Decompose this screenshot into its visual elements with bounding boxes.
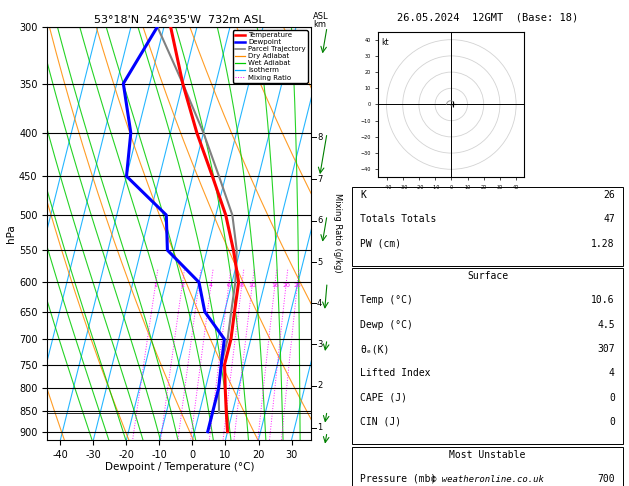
Text: 700: 700 [597, 474, 615, 484]
Text: 25: 25 [293, 283, 301, 288]
Text: 4: 4 [209, 283, 213, 288]
Text: 7: 7 [317, 175, 323, 184]
Text: 4: 4 [609, 368, 615, 379]
Text: 3: 3 [197, 283, 201, 288]
Text: 8: 8 [317, 133, 323, 142]
Text: 0: 0 [609, 417, 615, 427]
Text: 4: 4 [317, 299, 322, 308]
Text: 0: 0 [609, 393, 615, 403]
Text: 3: 3 [317, 340, 323, 349]
Text: CIN (J): CIN (J) [360, 417, 401, 427]
Text: PW (cm): PW (cm) [360, 239, 401, 249]
Text: Dewp (°C): Dewp (°C) [360, 320, 413, 330]
Text: 26: 26 [603, 190, 615, 200]
Text: 6: 6 [317, 216, 323, 226]
Text: Totals Totals: Totals Totals [360, 214, 437, 225]
Text: 5: 5 [317, 258, 322, 266]
Y-axis label: hPa: hPa [6, 224, 16, 243]
X-axis label: Dewpoint / Temperature (°C): Dewpoint / Temperature (°C) [104, 462, 254, 472]
Text: 2: 2 [317, 382, 322, 390]
Text: 47: 47 [603, 214, 615, 225]
Text: 307: 307 [597, 344, 615, 354]
Text: 8: 8 [240, 283, 243, 288]
Text: km: km [313, 19, 326, 29]
Bar [352, 268, 623, 444]
Text: 16: 16 [271, 283, 279, 288]
Title: 53°18'N  246°35'W  732m ASL: 53°18'N 246°35'W 732m ASL [94, 15, 265, 25]
Text: kt: kt [382, 38, 389, 47]
Text: Pressure (mb): Pressure (mb) [360, 474, 437, 484]
Text: 6: 6 [227, 283, 231, 288]
Text: K: K [360, 190, 366, 200]
Text: 4.5: 4.5 [597, 320, 615, 330]
Text: Surface: Surface [467, 271, 508, 281]
Bar [352, 187, 623, 266]
Text: Mixing Ratio (g/kg): Mixing Ratio (g/kg) [333, 193, 342, 273]
Text: CAPE (J): CAPE (J) [360, 393, 407, 403]
Text: 2: 2 [180, 283, 184, 288]
Bar [352, 447, 623, 486]
Text: © weatheronline.co.uk: © weatheronline.co.uk [431, 475, 544, 485]
Text: Temp (°C): Temp (°C) [360, 295, 413, 306]
Text: 20: 20 [282, 283, 290, 288]
Text: 1: 1 [153, 283, 157, 288]
Text: Lifted Index: Lifted Index [360, 368, 431, 379]
Text: 26.05.2024  12GMT  (Base: 18): 26.05.2024 12GMT (Base: 18) [397, 12, 578, 22]
Text: ASL: ASL [313, 12, 328, 21]
Text: 10.6: 10.6 [591, 295, 615, 306]
Text: 1: 1 [317, 423, 322, 432]
Text: 1.28: 1.28 [591, 239, 615, 249]
Text: 10: 10 [248, 283, 256, 288]
Text: θₑ(K): θₑ(K) [360, 344, 389, 354]
Legend: Temperature, Dewpoint, Parcel Trajectory, Dry Adiabat, Wet Adiabat, Isotherm, Mi: Temperature, Dewpoint, Parcel Trajectory… [233, 30, 308, 83]
Text: Most Unstable: Most Unstable [449, 450, 526, 460]
